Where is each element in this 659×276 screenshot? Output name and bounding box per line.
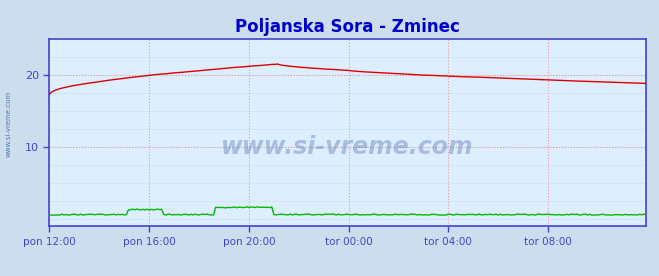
Text: www.si-vreme.com: www.si-vreme.com (221, 136, 474, 160)
Title: Poljanska Sora - Zminec: Poljanska Sora - Zminec (235, 18, 460, 36)
Text: www.si-vreme.com: www.si-vreme.com (5, 91, 11, 157)
